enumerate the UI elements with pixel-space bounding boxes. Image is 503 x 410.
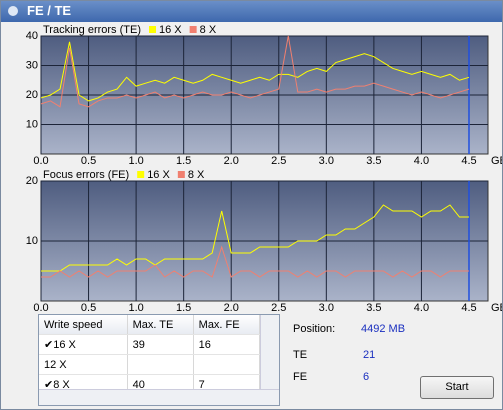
column-header: Write speed — [39, 315, 128, 335]
cell-text: 16 — [198, 338, 211, 351]
position-label: Position: — [293, 323, 336, 335]
x-tick-label: 2.5 — [271, 155, 286, 167]
x-tick-label: 1.0 — [128, 155, 143, 167]
x-tick-label: 4.0 — [414, 155, 429, 167]
column-header: Max. FE — [193, 315, 261, 335]
table-cell: 12 X — [39, 354, 128, 375]
cell-text: 7 — [198, 378, 205, 391]
x-tick-label: 0.5 — [81, 155, 96, 167]
y-tick-label: 10 — [26, 235, 38, 247]
legend-title: Tracking errors (TE) — [43, 24, 141, 36]
series-line — [40, 35, 470, 108]
series-line — [40, 41, 470, 102]
x-tick-label: 3.0 — [319, 155, 334, 167]
cell-text: 16 X — [53, 339, 76, 351]
vertical-scrollbar[interactable] — [260, 315, 279, 389]
table-cell — [127, 354, 194, 375]
y-tick-label: 30 — [26, 59, 38, 71]
legend-label: 16 X — [159, 24, 182, 36]
table-cell: ✔16 X — [39, 334, 128, 355]
legend-swatch — [177, 171, 185, 178]
window-title: FE / TE — [27, 3, 72, 18]
x-tick-label: 4.0 — [414, 302, 429, 313]
x-axis-unit: GB — [491, 302, 502, 313]
x-tick-label: 0.5 — [81, 302, 96, 313]
column-header: Max. TE — [127, 315, 194, 335]
legend-swatch — [189, 26, 197, 33]
x-tick-label: 0.0 — [33, 302, 48, 313]
cell-text: 40 — [132, 378, 145, 391]
charts: 10 20 30 40 0.0 0.5 1.0 1.5 2.0 2.5 3.0 3.5 4.0 4.5 GB… — [26, 24, 502, 313]
fe-value: 6 — [363, 371, 370, 383]
x-tick-label: 2.5 — [271, 302, 286, 313]
icon — [8, 6, 18, 16]
cell-text: 8 X — [53, 379, 70, 391]
checkbox[interactable]: ✔ — [44, 379, 54, 391]
te-label: TE — [293, 349, 308, 361]
checkbox[interactable]: ✔ — [44, 339, 54, 351]
y-tick-label: 20 — [26, 89, 38, 101]
x-tick-label: 3.0 — [319, 302, 334, 313]
x-tick-label: 2.0 — [224, 302, 239, 313]
position-value: 4492 MB — [361, 323, 406, 335]
x-tick-label: 4.5 — [461, 155, 476, 167]
fe-label: FE — [293, 371, 308, 383]
y-tick-label: 10 — [26, 118, 38, 130]
x-tick-label: 3.5 — [366, 155, 381, 167]
legend-label: 8 X — [200, 24, 217, 36]
x-tick-label: 1.5 — [176, 155, 191, 167]
table-cell: 39 — [127, 334, 194, 355]
x-tick-label: 4.5 — [461, 302, 476, 313]
start-button[interactable]: Start — [420, 376, 494, 399]
legend-swatch — [149, 26, 156, 33]
x-tick-label: 1.0 — [128, 302, 143, 313]
legend-title: Focus errors (FE) — [43, 169, 129, 181]
cell-text: 39 — [132, 338, 145, 351]
series-line — [41, 245, 469, 278]
x-tick-label: 1.5 — [176, 302, 191, 313]
table-row: ✔16 X 39 16 — [39, 334, 261, 355]
te-value: 21 — [363, 349, 376, 361]
header-row: Write speed Max. TE Max. FE — [39, 315, 261, 335]
y-tick-label: 20 — [26, 175, 38, 187]
legend-label: 8 X — [188, 169, 205, 181]
table-cell — [193, 354, 261, 375]
horizontal-scrollbar[interactable] — [39, 389, 279, 405]
y-tick-label: 40 — [26, 30, 38, 42]
x-tick-label: 0.0 — [33, 155, 48, 167]
x-tick-label: 2.0 — [224, 155, 239, 167]
x-tick-label: 3.5 — [366, 302, 381, 313]
table: Write speed Max. TE Max. FE ✔16 X 39 16 12 X ✔8… — [39, 315, 261, 395]
table-cell: 16 — [193, 334, 261, 355]
table-row: 12 X — [39, 354, 261, 375]
legend-label: 16 X — [147, 169, 170, 181]
x-axis-unit: GB — [491, 155, 502, 167]
cell-text: 12 X — [44, 358, 67, 371]
speed-table: Write speed Max. TE Max. FE ✔16 X 39 16 12 X ✔8… — [38, 314, 280, 406]
title-bar: FE / TE — [1, 1, 502, 22]
legend-swatch — [137, 171, 145, 178]
series-line — [41, 204, 469, 272]
